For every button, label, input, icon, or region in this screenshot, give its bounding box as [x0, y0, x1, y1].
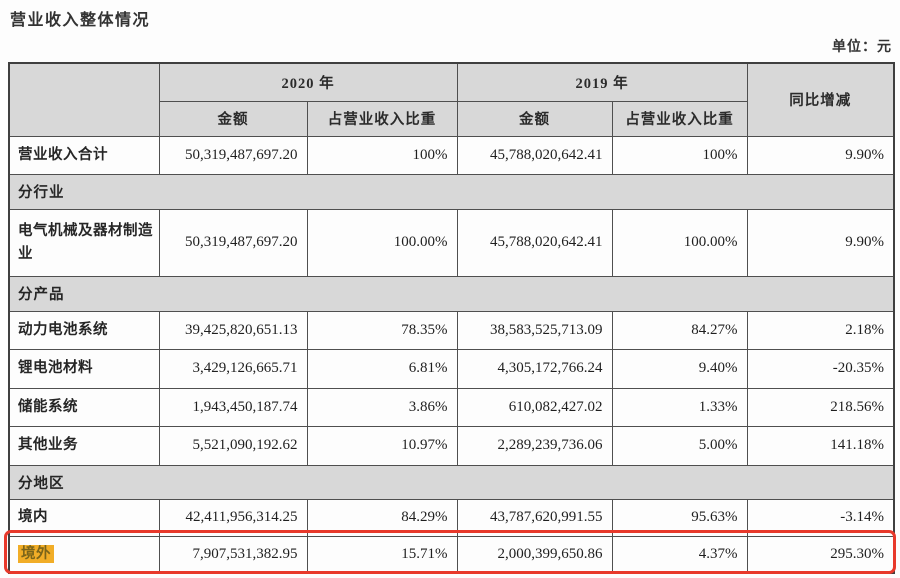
header-row-years: 2020 年 2019 年 同比增减 — [8, 62, 895, 137]
amount-2020-cell: 39,425,820,651.13 — [158, 310, 308, 350]
ratio-2019-cell: 4.37% — [611, 535, 748, 574]
amount-2019-cell: 45,788,020,642.41 — [456, 135, 613, 175]
ratio-2019-cell: 84.27% — [611, 310, 748, 350]
table-header: 2020 年 2019 年 同比增减 金额 占营业收入比重 金额 占营业收入比重 — [8, 62, 895, 137]
revenue-table: 2020 年 2019 年 同比增减 金额 占营业收入比重 金额 占营业收入比重… — [8, 62, 895, 574]
table-body: 营业收入合计 50,319,487,697.20 100% 45,788,020,64… — [8, 135, 895, 574]
amount-2019-cell: 2,289,239,736.06 — [456, 425, 613, 466]
amount-2020-cell: 5,521,090,192.62 — [158, 425, 308, 466]
year-2020-header: 2020 年 — [158, 62, 458, 102]
row-label-cell: 其他业务 — [8, 425, 160, 466]
amount-2020-cell: 50,319,487,697.20 — [158, 208, 308, 277]
amount-2020-cell: 1,943,450,187.74 — [158, 387, 308, 427]
ratio-2019-cell: 5.00% — [611, 425, 748, 466]
ratio-2019-cell: 95.63% — [611, 498, 748, 537]
table-row: 动力电池系统 39,425,820,651.13 78.35% 38,583,525,… — [8, 310, 895, 350]
table-row: 电气机械及器材制造业 50,319,487,697.20 100.00% 45,788… — [8, 208, 895, 277]
row-label-cell: 营业收入合计 — [8, 135, 160, 175]
ratio-2019-cell: 100% — [611, 135, 748, 175]
yoy-cell: 9.90% — [746, 135, 895, 175]
yoy-cell: -20.35% — [746, 348, 895, 389]
ratio-2019-cell: 100.00% — [611, 208, 748, 277]
yoy-cell: 141.18% — [746, 425, 895, 466]
row-label-cell: 境外 — [8, 535, 160, 574]
section-label: 分产品 — [8, 275, 895, 312]
ratio-2020-cell: 84.29% — [306, 498, 458, 537]
ratio-2020-cell: 100% — [306, 135, 458, 175]
amount-2019-cell: 45,788,020,642.41 — [456, 208, 613, 277]
yoy-cell: 218.56% — [746, 387, 895, 427]
header-row-sub: 金额 占营业收入比重 金额 占营业收入比重 — [9, 100, 894, 137]
amount-2019-cell: 4,305,172,766.24 — [456, 348, 613, 389]
yoy-cell: 295.30% — [746, 535, 895, 574]
ratio-2020-cell: 6.81% — [306, 348, 458, 389]
yoy-cell: -3.14% — [746, 498, 895, 537]
ratio-2020-header: 占营业收入比重 — [306, 100, 458, 137]
amount-2019-header: 金额 — [456, 100, 613, 137]
unit-label: 单位：元 — [832, 40, 892, 55]
yoy-cell: 9.90% — [746, 208, 895, 277]
page-title: 营业收入整体情况 — [10, 12, 151, 29]
row-label-cell: 境内 — [8, 498, 160, 537]
yoy-header: 同比增减 — [746, 62, 895, 137]
row-label-cell: 动力电池系统 — [8, 310, 160, 350]
ratio-2020-cell: 15.71% — [306, 535, 458, 574]
year-2019-header: 2019 年 — [456, 62, 748, 102]
section-row: 分行业 — [8, 173, 895, 210]
table-row: 营业收入合计 50,319,487,697.20 100% 45,788,020,64… — [8, 135, 895, 175]
amount-2020-cell: 42,411,956,314.25 — [158, 498, 308, 537]
section-label: 分地区 — [8, 464, 895, 500]
section-row: 分地区 — [8, 464, 895, 500]
table-row: 储能系统 1,943,450,187.74 3.86% 610,082,427.02 1… — [8, 387, 895, 427]
section-row: 分产品 — [8, 275, 895, 312]
amount-2019-cell: 2,000,399,650.86 — [456, 535, 613, 574]
amount-2020-header: 金额 — [158, 100, 308, 137]
ratio-2019-header: 占营业收入比重 — [611, 100, 748, 137]
table-row: 境内 42,411,956,314.25 84.29% 43,787,620,991.… — [8, 498, 895, 537]
ratio-2019-cell: 9.40% — [611, 348, 748, 389]
corner-cell — [8, 62, 160, 137]
table-row: 境外 7,907,531,382.95 15.71% 2,000,399,650.86… — [8, 535, 895, 574]
amount-2019-cell: 38,583,525,713.09 — [456, 310, 613, 350]
amount-2019-cell: 610,082,427.02 — [456, 387, 613, 427]
row-label-cell: 储能系统 — [8, 387, 160, 427]
ratio-2019-cell: 1.33% — [611, 387, 748, 427]
row-label-cell: 电气机械及器材制造业 — [8, 208, 160, 277]
table-row: 其他业务 5,521,090,192.62 10.97% 2,289,239,736.… — [8, 425, 895, 466]
ratio-2020-cell: 100.00% — [306, 208, 458, 277]
amount-2020-cell: 7,907,531,382.95 — [158, 535, 308, 574]
ratio-2020-cell: 3.86% — [306, 387, 458, 427]
amount-2020-cell: 3,429,126,665.71 — [158, 348, 308, 389]
table-row: 锂电池材料 3,429,126,665.71 6.81% 4,305,172,766.… — [8, 348, 895, 389]
highlighted-row-label: 境外 — [18, 545, 54, 564]
amount-2020-cell: 50,319,487,697.20 — [158, 135, 308, 175]
amount-2019-cell: 43,787,620,991.55 — [456, 498, 613, 537]
ratio-2020-cell: 10.97% — [306, 425, 458, 466]
row-label-cell: 锂电池材料 — [8, 348, 160, 389]
ratio-2020-cell: 78.35% — [306, 310, 458, 350]
section-label: 分行业 — [8, 173, 895, 210]
yoy-cell: 2.18% — [746, 310, 895, 350]
